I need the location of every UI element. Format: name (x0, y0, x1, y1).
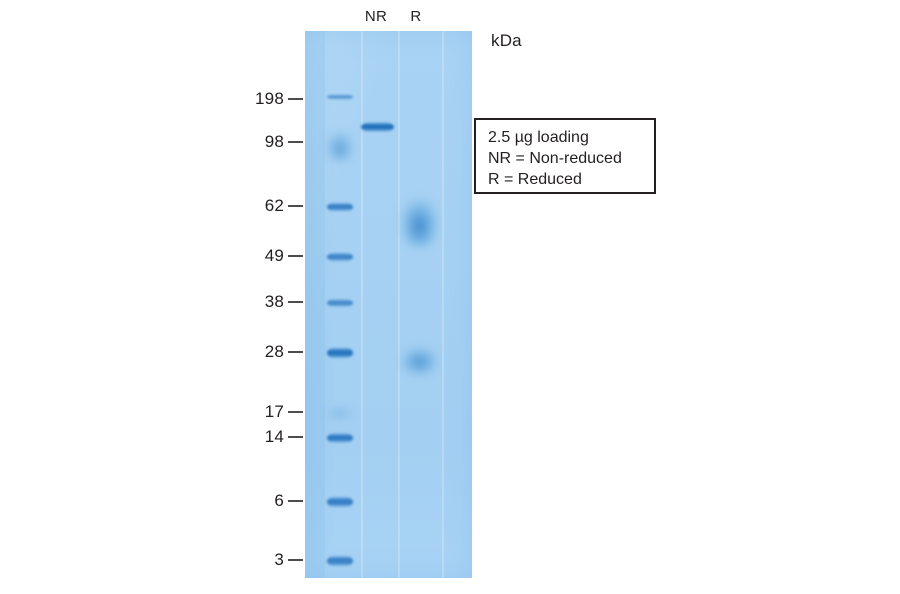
lane-divider-streak (361, 31, 363, 578)
gel-band (327, 131, 353, 161)
gel-band (361, 122, 394, 132)
gel-band (327, 202, 353, 212)
mw-marker-tick (288, 436, 303, 438)
legend-line: R = Reduced (488, 171, 582, 188)
gel-band (402, 198, 437, 246)
mw-marker-tick (288, 351, 303, 353)
mw-marker-label: 17 (264, 402, 284, 421)
gel-band (327, 347, 353, 359)
legend-line: NR = Non-reduced (488, 150, 622, 167)
gel-band (327, 496, 353, 508)
mw-marker-tick (288, 98, 303, 100)
legend-box: 2.5 µg loading NR = Non-reduced R = Reduce… (474, 118, 656, 194)
mw-marker-tick (288, 205, 303, 207)
legend-line: 2.5 µg loading (488, 129, 589, 146)
lane-header-r: R (410, 8, 422, 25)
gel-band (402, 347, 437, 373)
mw-marker-tick (288, 141, 303, 143)
mw-marker-label: 14 (264, 427, 284, 446)
mw-marker-tick (288, 559, 303, 561)
gel-slab (305, 31, 472, 578)
mw-marker-label: 198 (255, 89, 284, 108)
lane-divider-streak (442, 31, 444, 578)
mw-marker-tick (288, 500, 303, 502)
lane-header-nr: NR (364, 8, 388, 25)
gel-band (327, 433, 353, 443)
mw-marker-label: 3 (274, 550, 284, 569)
gel-band (327, 299, 353, 307)
gel-band (327, 252, 353, 262)
molecular-weight-axis: kDa 198 98 62 49 38 28 17 14 6 3 (240, 0, 522, 594)
gel-band (327, 94, 353, 100)
mw-marker-label: 6 (274, 491, 284, 510)
lane-divider-streak (398, 31, 400, 578)
mw-marker-tick (288, 301, 303, 303)
mw-marker-tick (288, 411, 303, 413)
kda-axis-title: kDa (491, 31, 522, 50)
mw-marker-label: 62 (264, 196, 284, 215)
gel-band (327, 409, 353, 417)
gel-band (327, 555, 353, 567)
mw-marker-label: 28 (264, 342, 284, 361)
mw-marker-label: 49 (264, 246, 284, 265)
lane-gutter-shade (305, 31, 325, 578)
mw-marker-tick (288, 255, 303, 257)
mw-marker-label: 38 (264, 292, 284, 311)
legend-line-list: 2.5 µg loading NR = Non-reduced R = Reduce… (488, 127, 654, 190)
mw-marker-label: 98 (264, 132, 284, 151)
